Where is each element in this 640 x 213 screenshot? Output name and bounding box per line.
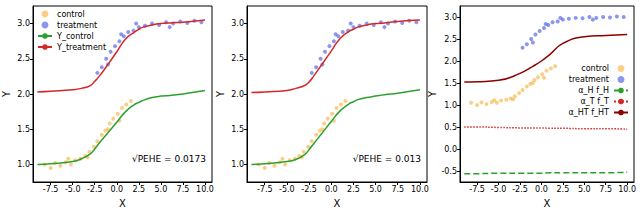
svg-text:1.0: 1.0: [17, 160, 30, 169]
svg-text:1.5: 1.5: [17, 125, 30, 134]
svg-text:Y: Y: [427, 90, 438, 98]
svg-text:0.0: 0.0: [110, 185, 123, 194]
svg-text:3.0: 3.0: [17, 19, 30, 28]
svg-text:2.5: 2.5: [132, 185, 145, 194]
svg-text:α_H f_H: α_H f_H: [578, 86, 609, 95]
svg-text:7.5: 7.5: [599, 185, 612, 194]
svg-text:-7.5: -7.5: [43, 185, 59, 194]
svg-text:7.5: 7.5: [391, 185, 404, 194]
svg-text:2.5: 2.5: [444, 35, 457, 44]
svg-text:10.0: 10.0: [618, 185, 636, 194]
svg-text:3.0: 3.0: [444, 13, 457, 22]
svg-text:5.0: 5.0: [369, 185, 382, 194]
svg-text:X: X: [544, 198, 551, 209]
svg-text:-5.0: -5.0: [65, 185, 81, 194]
svg-text:-2.5: -2.5: [301, 185, 317, 194]
svg-text:2.0: 2.0: [231, 90, 244, 99]
svg-text:-2.5: -2.5: [87, 185, 103, 194]
svg-text:-0.5: -0.5: [441, 167, 457, 176]
svg-text:-2.5: -2.5: [512, 185, 528, 194]
svg-text:2.5: 2.5: [556, 185, 569, 194]
svg-text:7.5: 7.5: [177, 185, 190, 194]
svg-text:2.0: 2.0: [17, 90, 30, 99]
svg-text:-7.5: -7.5: [469, 185, 485, 194]
svg-text:10.0: 10.0: [411, 185, 429, 194]
svg-text:-5.0: -5.0: [491, 185, 507, 194]
svg-text:2.0: 2.0: [444, 57, 457, 66]
svg-text:control: control: [581, 64, 609, 73]
svg-text:√PEHE = 0.013: √PEHE = 0.013: [353, 154, 421, 164]
svg-text:5.0: 5.0: [578, 185, 591, 194]
svg-text:5.0: 5.0: [154, 185, 167, 194]
svg-text:Y: Y: [1, 90, 12, 98]
svg-text:α_HT f_HT: α_HT f_HT: [569, 108, 610, 117]
svg-text:treatment: treatment: [569, 75, 609, 84]
svg-text:0.0: 0.0: [444, 145, 457, 154]
svg-text:√PEHE = 0.0173: √PEHE = 0.0173: [132, 154, 206, 164]
svg-text:X: X: [119, 198, 126, 209]
svg-text:2.5: 2.5: [17, 54, 30, 63]
svg-text:-5.0: -5.0: [279, 185, 295, 194]
svg-text:0.0: 0.0: [535, 185, 548, 194]
svg-text:1.5: 1.5: [231, 125, 244, 134]
svg-text:0.0: 0.0: [325, 185, 338, 194]
svg-text:1.5: 1.5: [444, 79, 457, 88]
svg-text:α_T f_T: α_T f_T: [581, 97, 610, 106]
svg-text:treatment: treatment: [57, 21, 97, 30]
svg-text:1.0: 1.0: [444, 101, 457, 110]
svg-text:Y_control: Y_control: [56, 32, 94, 41]
svg-text:0.5: 0.5: [444, 123, 457, 132]
svg-text:10.0: 10.0: [196, 185, 214, 194]
svg-text:-7.5: -7.5: [257, 185, 273, 194]
svg-text:2.5: 2.5: [231, 54, 244, 63]
svg-text:X: X: [334, 198, 341, 209]
svg-text:Y_treatment: Y_treatment: [56, 43, 106, 52]
svg-text:3.0: 3.0: [231, 19, 244, 28]
svg-text:control: control: [57, 10, 85, 19]
svg-text:Y: Y: [215, 90, 226, 98]
svg-text:2.5: 2.5: [347, 185, 360, 194]
svg-text:1.0: 1.0: [231, 160, 244, 169]
